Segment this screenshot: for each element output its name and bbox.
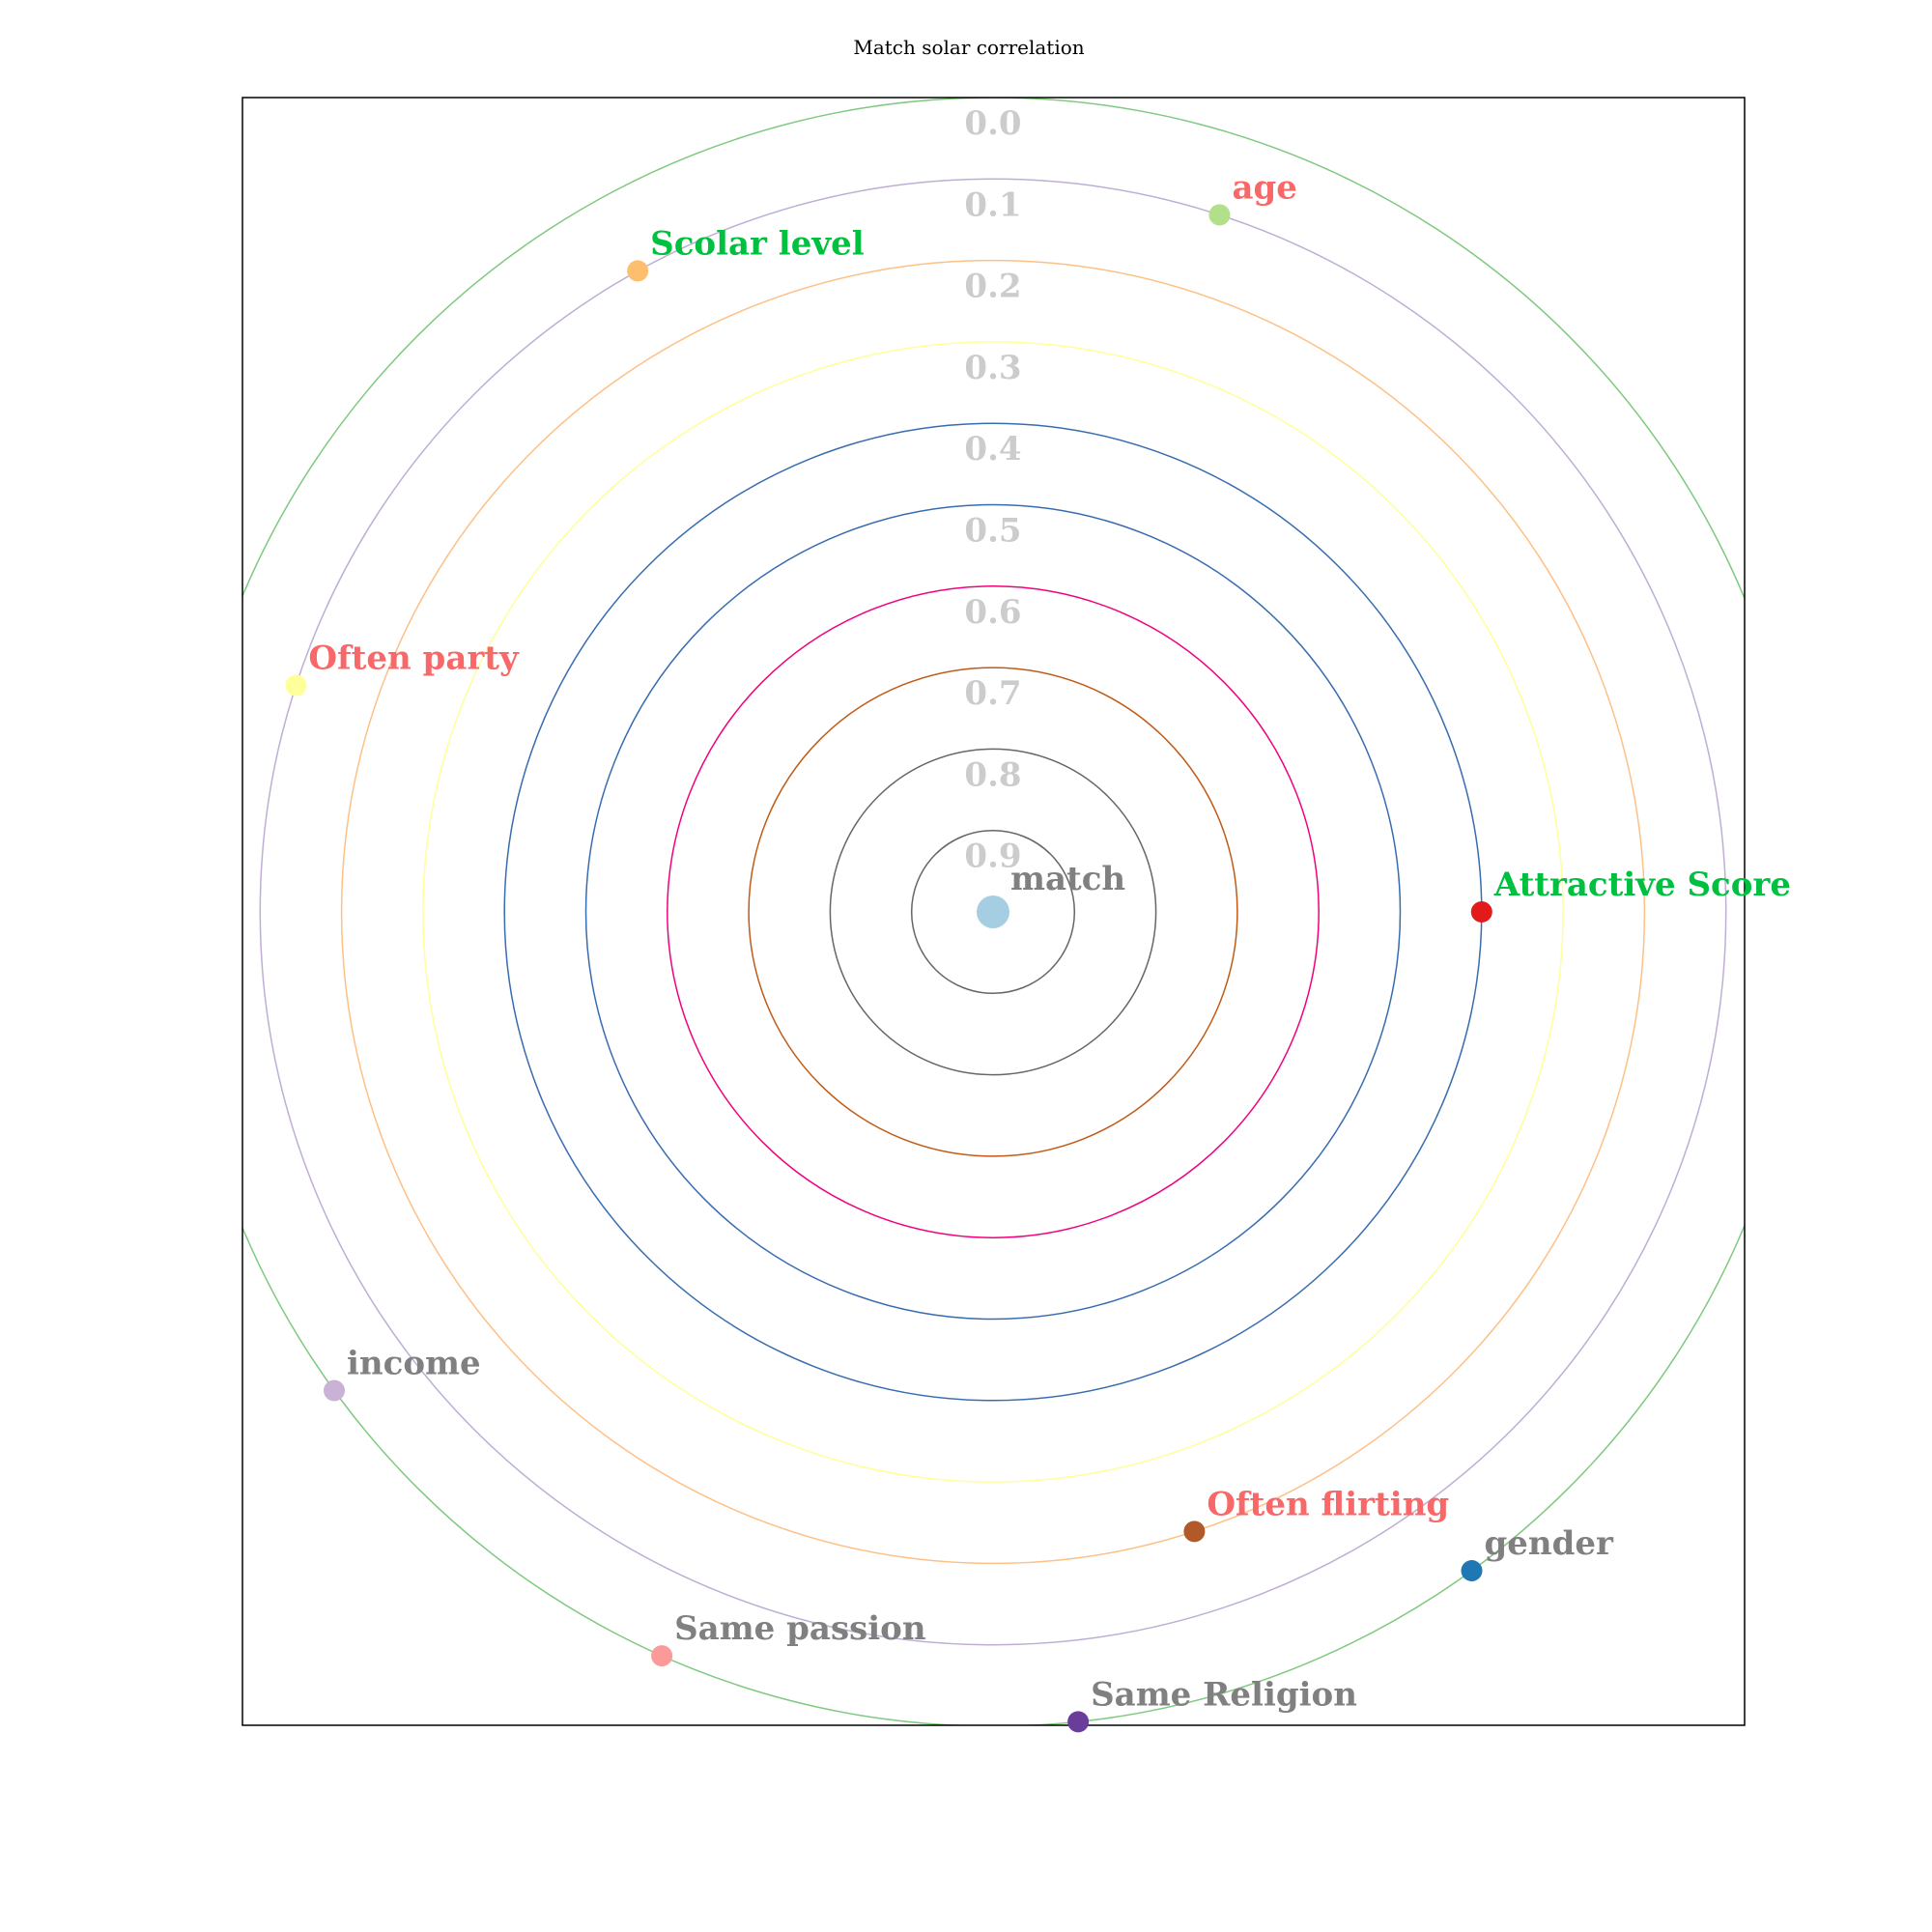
ring-label-5: 0.5: [964, 512, 1021, 551]
chart-title: Match solar correlation: [853, 36, 1084, 59]
planet-point-8: [1461, 1560, 1483, 1582]
orbit-ring-8: [829, 748, 1157, 1076]
planet-point-7: [1183, 1520, 1206, 1543]
planet-point-4: [323, 1379, 345, 1402]
orbit-ring-3: [422, 341, 1564, 1483]
orbit-ring-6: [667, 585, 1320, 1238]
ring-label-1: 0.1: [964, 185, 1021, 224]
ring-label-2: 0.2: [964, 268, 1021, 306]
orbit-ring-2: [340, 259, 1646, 1565]
planet-label-6: Same Religion: [1091, 1675, 1357, 1714]
planet-label-5: Same passion: [674, 1609, 925, 1648]
orbit-ring-7: [748, 667, 1238, 1157]
planet-point-1: [1208, 204, 1231, 226]
planets-layer: Attractive Score age Scolar level Often par…: [285, 168, 1791, 1733]
ring-label-3: 0.3: [964, 349, 1021, 387]
planet-point-3: [285, 674, 307, 696]
plot-frame: [242, 97, 1746, 1726]
planet-label-3: Often party: [308, 639, 520, 678]
planet-label-0: Attractive Score: [1493, 866, 1791, 904]
ring-label-9: 0.9: [964, 838, 1021, 876]
planet-label-8: gender: [1485, 1524, 1615, 1563]
planet-label-4: income: [347, 1345, 481, 1383]
center-point: [977, 895, 1009, 928]
ring-label-7: 0.7: [964, 674, 1021, 713]
orbit-ring-5: [584, 503, 1402, 1321]
orbit-ring-9: [910, 829, 1076, 995]
ring-label-8: 0.8: [964, 755, 1021, 794]
planet-point-5: [651, 1645, 673, 1667]
planet-label-1: age: [1232, 168, 1296, 207]
orbit-ring-1: [259, 178, 1727, 1646]
planet-label-7: Often flirting: [1207, 1485, 1449, 1523]
planet-point-0: [1470, 901, 1492, 923]
ring-label-0: 0.0: [964, 104, 1021, 143]
ring-label-6: 0.6: [964, 593, 1021, 632]
center-label: match: [1010, 860, 1125, 898]
planet-point-6: [1067, 1711, 1090, 1733]
ring-labels-layer: 0.0 0.1 0.2 0.3 0.4 0.5 0.6 0.7 0.8 0.9: [964, 104, 1021, 876]
planet-point-2: [627, 260, 649, 282]
center-layer: match: [977, 860, 1125, 928]
ring-label-4: 0.4: [964, 430, 1021, 469]
planet-label-2: Scolar level: [650, 224, 865, 263]
